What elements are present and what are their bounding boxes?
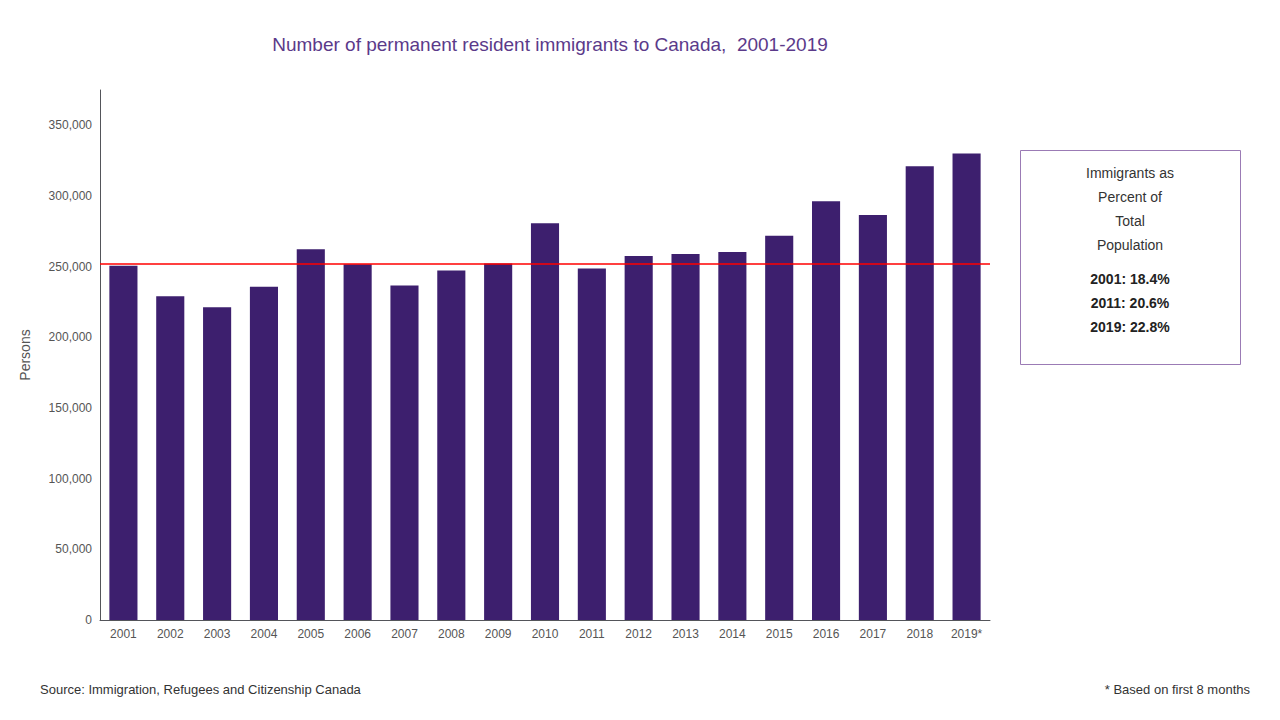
svg-text:2017: 2017 bbox=[860, 627, 887, 641]
svg-text:Total: Total bbox=[1115, 213, 1145, 229]
svg-text:Percent of: Percent of bbox=[1098, 189, 1162, 205]
svg-text:2010: 2010 bbox=[532, 627, 559, 641]
svg-text:2004: 2004 bbox=[251, 627, 278, 641]
svg-text:2001: 2001 bbox=[110, 627, 137, 641]
svg-text:* Based on first 8 months: * Based on first 8 months bbox=[1105, 682, 1251, 697]
svg-text:2001: 18.4%: 2001: 18.4% bbox=[1090, 271, 1170, 287]
svg-text:300,000: 300,000 bbox=[49, 189, 93, 203]
svg-text:200,000: 200,000 bbox=[49, 330, 93, 344]
svg-text:2009: 2009 bbox=[485, 627, 512, 641]
svg-text:2011: 20.6%: 2011: 20.6% bbox=[1091, 295, 1170, 311]
svg-text:2014: 2014 bbox=[719, 627, 746, 641]
svg-text:2008: 2008 bbox=[438, 627, 465, 641]
svg-text:2005: 2005 bbox=[297, 627, 324, 641]
svg-text:Immigrants as: Immigrants as bbox=[1086, 165, 1174, 181]
svg-text:2006: 2006 bbox=[344, 627, 371, 641]
svg-text:0: 0 bbox=[85, 613, 92, 627]
svg-text:50,000: 50,000 bbox=[55, 542, 92, 556]
svg-text:Population: Population bbox=[1097, 237, 1163, 253]
svg-text:2019*: 2019* bbox=[951, 627, 983, 641]
svg-text:2018: 2018 bbox=[906, 627, 933, 641]
svg-text:2013: 2013 bbox=[672, 627, 699, 641]
svg-text:2007: 2007 bbox=[391, 627, 418, 641]
svg-text:Number of permanent resident i: Number of permanent resident immigrants … bbox=[272, 34, 828, 55]
svg-text:150,000: 150,000 bbox=[49, 401, 93, 415]
svg-text:100,000: 100,000 bbox=[49, 472, 93, 486]
svg-text:2012: 2012 bbox=[625, 627, 652, 641]
svg-text:Source: Immigration, Refugees: Source: Immigration, Refugees and Citize… bbox=[40, 682, 362, 697]
svg-text:2016: 2016 bbox=[813, 627, 840, 641]
svg-text:2015: 2015 bbox=[766, 627, 793, 641]
svg-text:250,000: 250,000 bbox=[49, 260, 93, 274]
svg-text:Persons: Persons bbox=[17, 329, 33, 380]
svg-text:2011: 2011 bbox=[579, 627, 605, 641]
svg-text:2019: 22.8%: 2019: 22.8% bbox=[1090, 319, 1170, 335]
svg-text:350,000: 350,000 bbox=[49, 118, 93, 132]
svg-text:2002: 2002 bbox=[157, 627, 184, 641]
svg-text:2003: 2003 bbox=[204, 627, 231, 641]
